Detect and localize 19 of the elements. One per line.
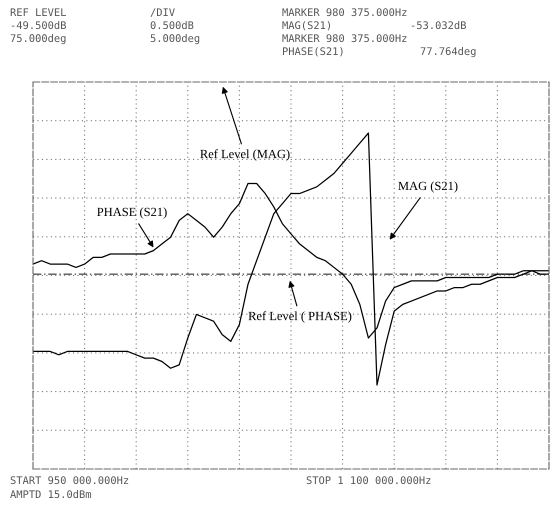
text: STOP 1 100 000.000Hz — [306, 476, 430, 484]
annotation: PHASE (S21) — [97, 207, 167, 219]
text: -49.500dB — [12, 21, 66, 30]
text: PHASE(S21) — [283, 47, 343, 56]
text: AMPTD 15.0dBm — [10, 490, 92, 498]
text: REF LEVEL — [10, 8, 66, 16]
text: START 950 000.000Hz — [10, 476, 128, 484]
text: MARKER 980 375.000Hz — [282, 34, 406, 42]
text: MARKER 980 375.000Hz — [282, 8, 406, 16]
text: MAG(S21) — [282, 21, 330, 30]
annotation: Ref Level (MAG) — [200, 149, 290, 161]
text: 77.764deg — [420, 47, 476, 58]
text: 5.000deg — [150, 34, 200, 44]
text: 75.000deg — [10, 34, 66, 44]
annotation: Ref Level ( PHASE) — [248, 311, 352, 323]
text: 0.500dB — [150, 21, 194, 30]
annotation: MAG (S21) — [398, 181, 458, 193]
text: /DIV — [150, 8, 175, 17]
text: -53.032dB — [412, 21, 466, 30]
